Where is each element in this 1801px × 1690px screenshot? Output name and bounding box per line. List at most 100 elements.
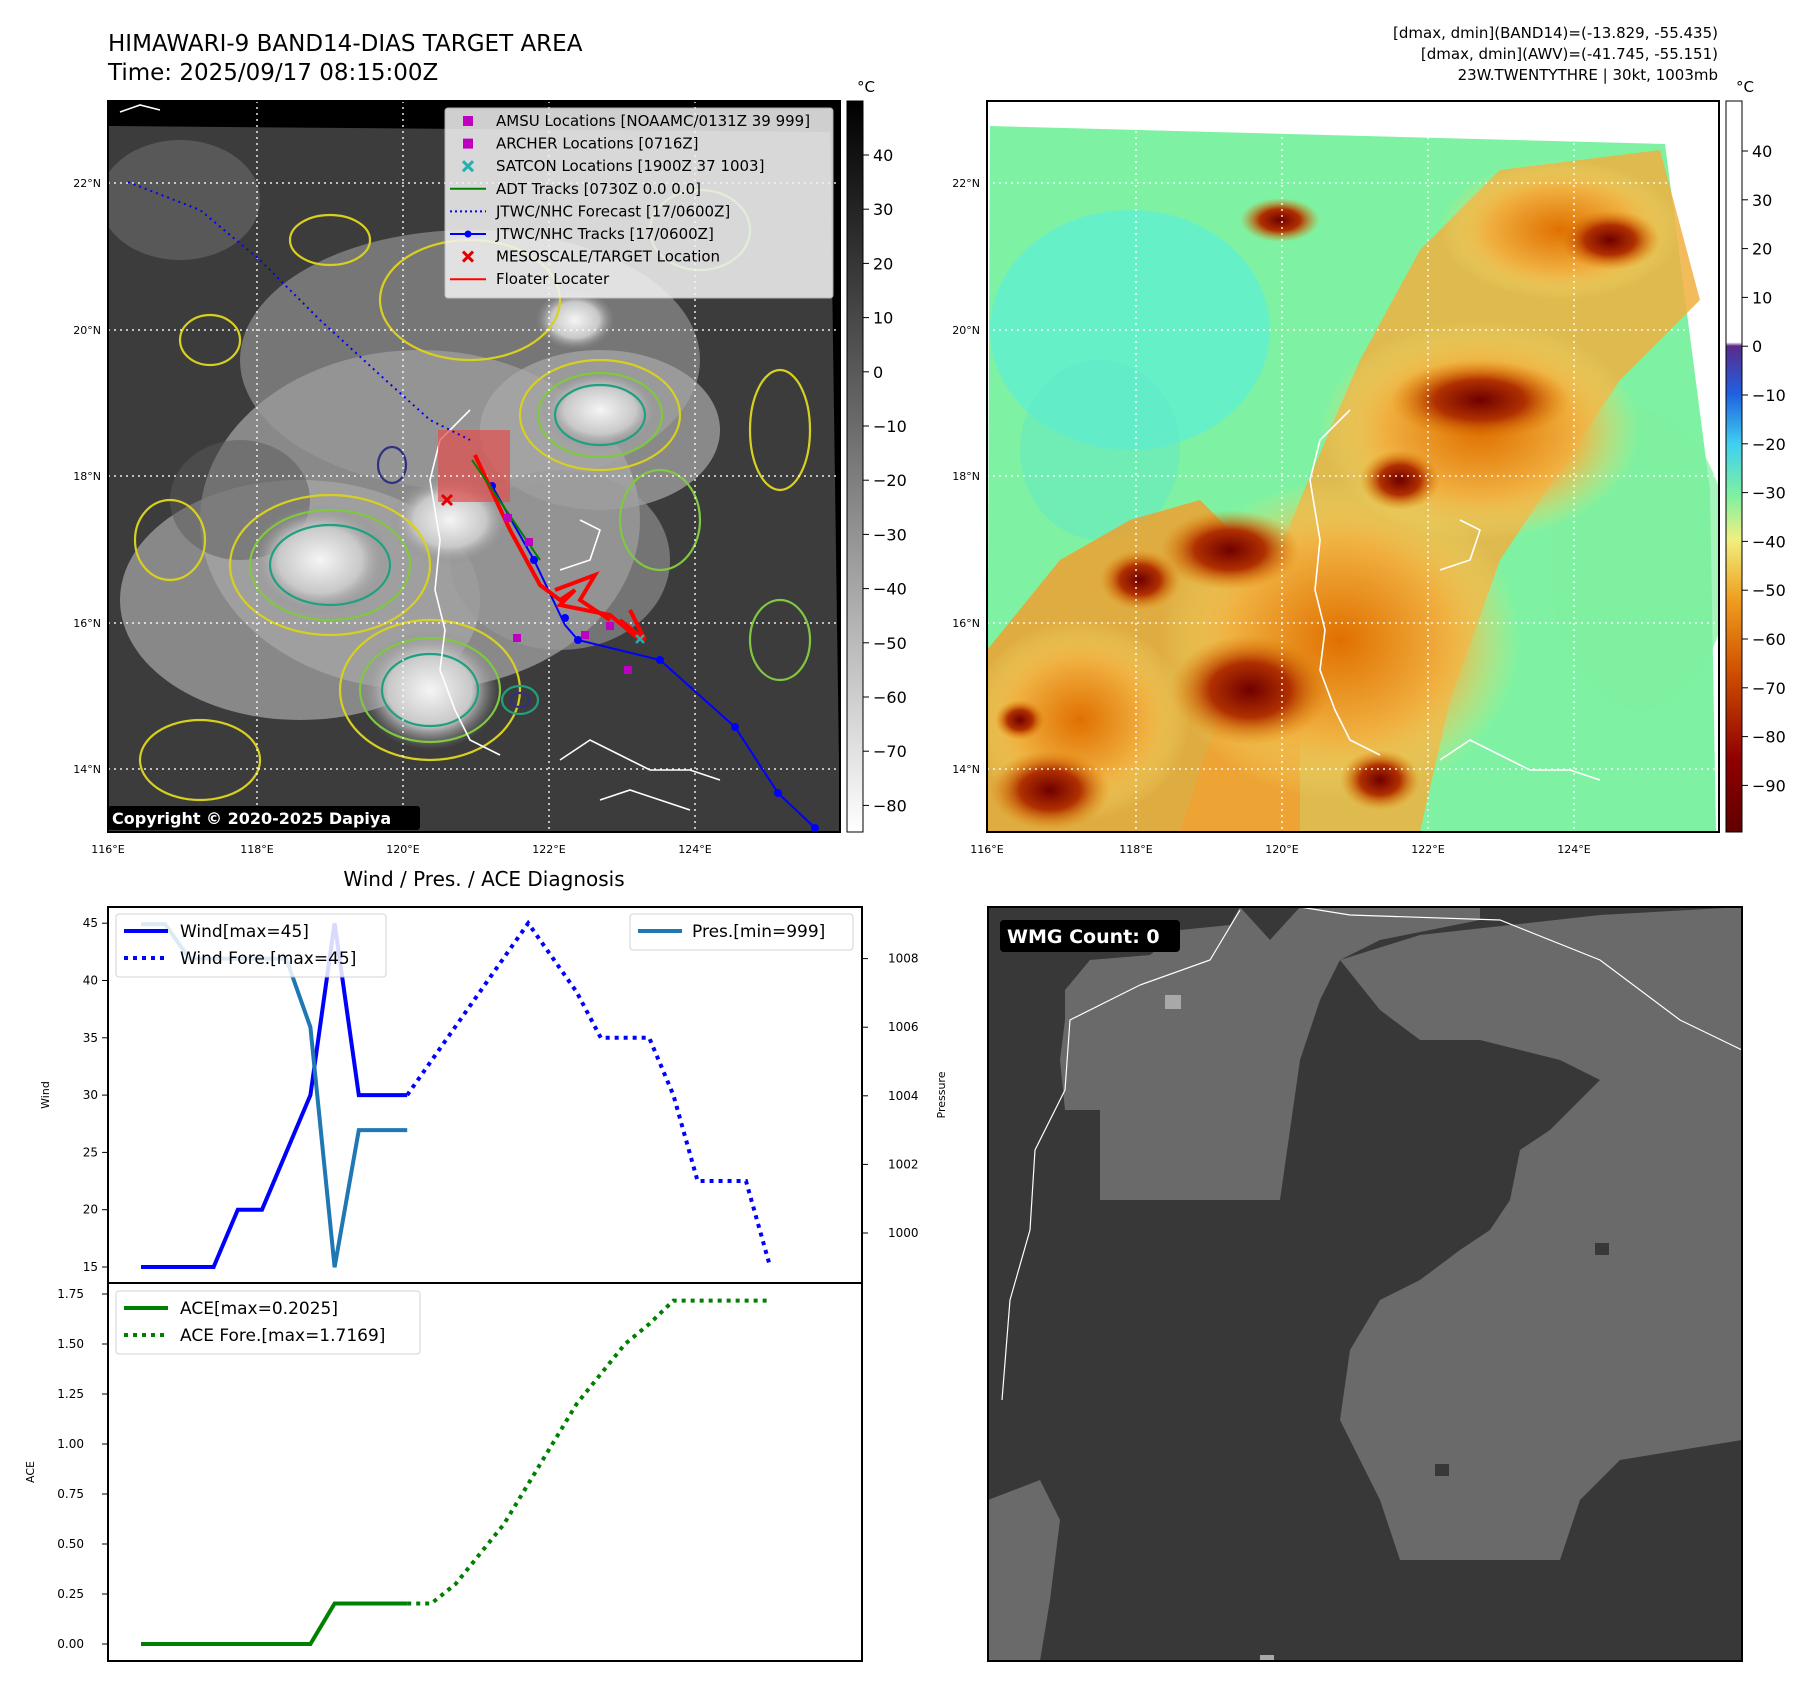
ace-tick-label: 1.50 [57, 1337, 84, 1351]
colorbar-tick-label: −40 [1752, 532, 1786, 551]
legend-label: JTWC/NHC Forecast [17/0600Z] [495, 202, 730, 220]
colorbar-tick-label: −40 [873, 580, 907, 599]
ace-tick-label: 1.00 [57, 1437, 84, 1451]
colorbar-tick-label: 0 [873, 363, 883, 382]
colorbar-tick-label: −60 [1752, 630, 1786, 649]
ace-tick-label: 1.75 [57, 1287, 84, 1301]
wind-tick-label: 40 [83, 974, 98, 988]
wmg-count-box [1000, 920, 1180, 952]
pressure-tick-label: 1006 [888, 1020, 919, 1034]
colorbar-tick-label: 30 [1752, 191, 1772, 210]
legend-label: AMSU Locations [NOAAMC/0131Z 39 999] [496, 112, 810, 130]
colorbar-tick-label: −50 [873, 634, 907, 653]
pressure-axis-label: Pressure [935, 1071, 948, 1118]
colorbar-tick-label: −10 [1752, 386, 1786, 405]
wind-tick-label: 20 [83, 1203, 98, 1217]
ace-legend: ACE[max=0.2025] ACE Fore.[max=1.7169] [115, 1290, 421, 1355]
svg-text:20°N: 20°N [73, 324, 101, 337]
legend-item: JTWC/NHC Tracks [17/0600Z] [450, 225, 714, 243]
legend-label: ARCHER Locations [0716Z] [496, 135, 699, 153]
svg-text:122°E: 122°E [1411, 843, 1444, 856]
legend-label: MESOSCALE/TARGET Location [496, 248, 720, 266]
colorbar-tick-label: −30 [1752, 484, 1786, 503]
legend-item: JTWC/NHC Forecast [17/0600Z] [450, 202, 730, 220]
awv-colorbar [1725, 100, 1743, 833]
ace-axis-label: ACE [24, 1461, 37, 1483]
colorbar-tick-label: 40 [873, 146, 893, 165]
wmg-count-label: WMG Count: 0 [1007, 926, 1160, 948]
colorbar-tick-label: 30 [873, 200, 893, 219]
svg-text:118°E: 118°E [240, 843, 273, 856]
wmg-panel: WMG Count: 0 [987, 906, 1743, 1662]
band14-range: [dmax, dmin](BAND14)=(-13.829, -55.435) [1393, 24, 1718, 42]
colorbar-tick-label: −20 [1752, 435, 1786, 454]
legend-ace-fore: ACE Fore.[max=1.7169] [180, 1326, 385, 1346]
series-line-0 [141, 922, 408, 1269]
legend-label: Floater Locater [496, 270, 610, 288]
colorbar-tick-label: −80 [1752, 728, 1786, 747]
legend-pressure: Pres.[min=999] [692, 922, 825, 942]
legend-item: ARCHER Locations [0716Z] [463, 135, 699, 153]
legend-ace: ACE[max=0.2025] [180, 1299, 338, 1319]
pressure-tick-label: 1000 [888, 1226, 919, 1240]
legend-dot-icon [464, 230, 472, 238]
svg-text:14°N: 14°N [73, 763, 101, 776]
svg-text:116°E: 116°E [91, 843, 124, 856]
colorbar-tick-label: −80 [873, 796, 907, 815]
colorbar-tick-label: 0 [1752, 337, 1762, 356]
svg-text:14°N: 14°N [952, 763, 980, 776]
mesoscale-target-marker [440, 493, 454, 507]
awv-colorbar-unit: °C [1736, 78, 1754, 96]
pressure-tick-label: 1004 [888, 1089, 919, 1103]
colorbar-tick-label: −60 [873, 688, 907, 707]
band14-colorbar-unit: °C [857, 78, 875, 96]
svg-text:20°N: 20°N [952, 324, 980, 337]
jtwc-track [488, 482, 819, 832]
ace-tick-label: 0.50 [57, 1537, 84, 1551]
colorbar-tick-label: −10 [873, 417, 907, 436]
figure-title: HIMAWARI-9 BAND14-DIAS TARGET AREA [108, 31, 583, 57]
svg-text:124°E: 124°E [1557, 843, 1590, 856]
wind-tick-label: 25 [83, 1145, 98, 1159]
wind-tick-label: 35 [83, 1031, 98, 1045]
ace-tick-label: 0.25 [57, 1587, 84, 1601]
copyright-box [108, 806, 420, 830]
legend-label: JTWC/NHC Tracks [17/0600Z] [495, 225, 714, 243]
wind-tick-label: 15 [83, 1260, 98, 1274]
legend-item: Floater Locater [450, 270, 610, 288]
band14-map: AMSU Locations [NOAAMC/0131Z 39 999] ARCH… [73, 78, 907, 856]
satcon-marker [635, 634, 645, 644]
map-legend: AMSU Locations [NOAAMC/0131Z 39 999] ARCH… [444, 107, 834, 299]
awv-map: 116°E 118°E 120°E 122°E 124°E 22°N 20°N … [952, 78, 1786, 856]
svg-text:120°E: 120°E [1265, 843, 1298, 856]
colorbar-tick-label: −50 [1752, 581, 1786, 600]
legend-item: SATCON Locations [1900Z 37 1003] [461, 157, 764, 175]
map2-lat-ticks: 22°N 20°N 18°N 16°N 14°N [952, 177, 980, 776]
series-line-1 [405, 919, 773, 1268]
figure-time: Time: 2025/09/17 08:15:00Z [107, 60, 438, 86]
floater-locater [473, 454, 647, 642]
map1-lon-ticks: 116°E 118°E 120°E 122°E 124°E [91, 843, 711, 856]
pressure-tick-label: 1002 [888, 1157, 919, 1171]
svg-text:18°N: 18°N [952, 470, 980, 483]
legend-label: SATCON Locations [1900Z 37 1003] [496, 157, 764, 175]
legend-square-icon [463, 138, 473, 149]
legend-label: ADT Tracks [0730Z 0.0 0.0] [496, 180, 701, 198]
jtwc-forecast-track [127, 181, 471, 441]
colorbar-tick-label: 40 [1752, 142, 1772, 161]
storm-info: 23W.TWENTYTHRE | 30kt, 1003mb [1458, 66, 1718, 84]
colorbar-tick-label: −70 [873, 742, 907, 761]
legend-x-icon [461, 250, 475, 263]
diagnosis-title: Wind / Pres. / ACE Diagnosis [343, 867, 624, 891]
map1-lat-ticks: 22°N 20°N 18°N 16°N 14°N [73, 177, 101, 776]
band14-colorbar [846, 100, 864, 833]
svg-text:124°E: 124°E [678, 843, 711, 856]
legend-square-icon [463, 116, 473, 126]
ace-tick-label: 1.25 [57, 1387, 84, 1401]
legend-x-icon [461, 160, 475, 173]
wind-tick-label: 45 [83, 916, 98, 930]
svg-text:122°E: 122°E [532, 843, 565, 856]
ace-tick-label: 0.00 [57, 1637, 84, 1651]
svg-text:120°E: 120°E [386, 843, 419, 856]
